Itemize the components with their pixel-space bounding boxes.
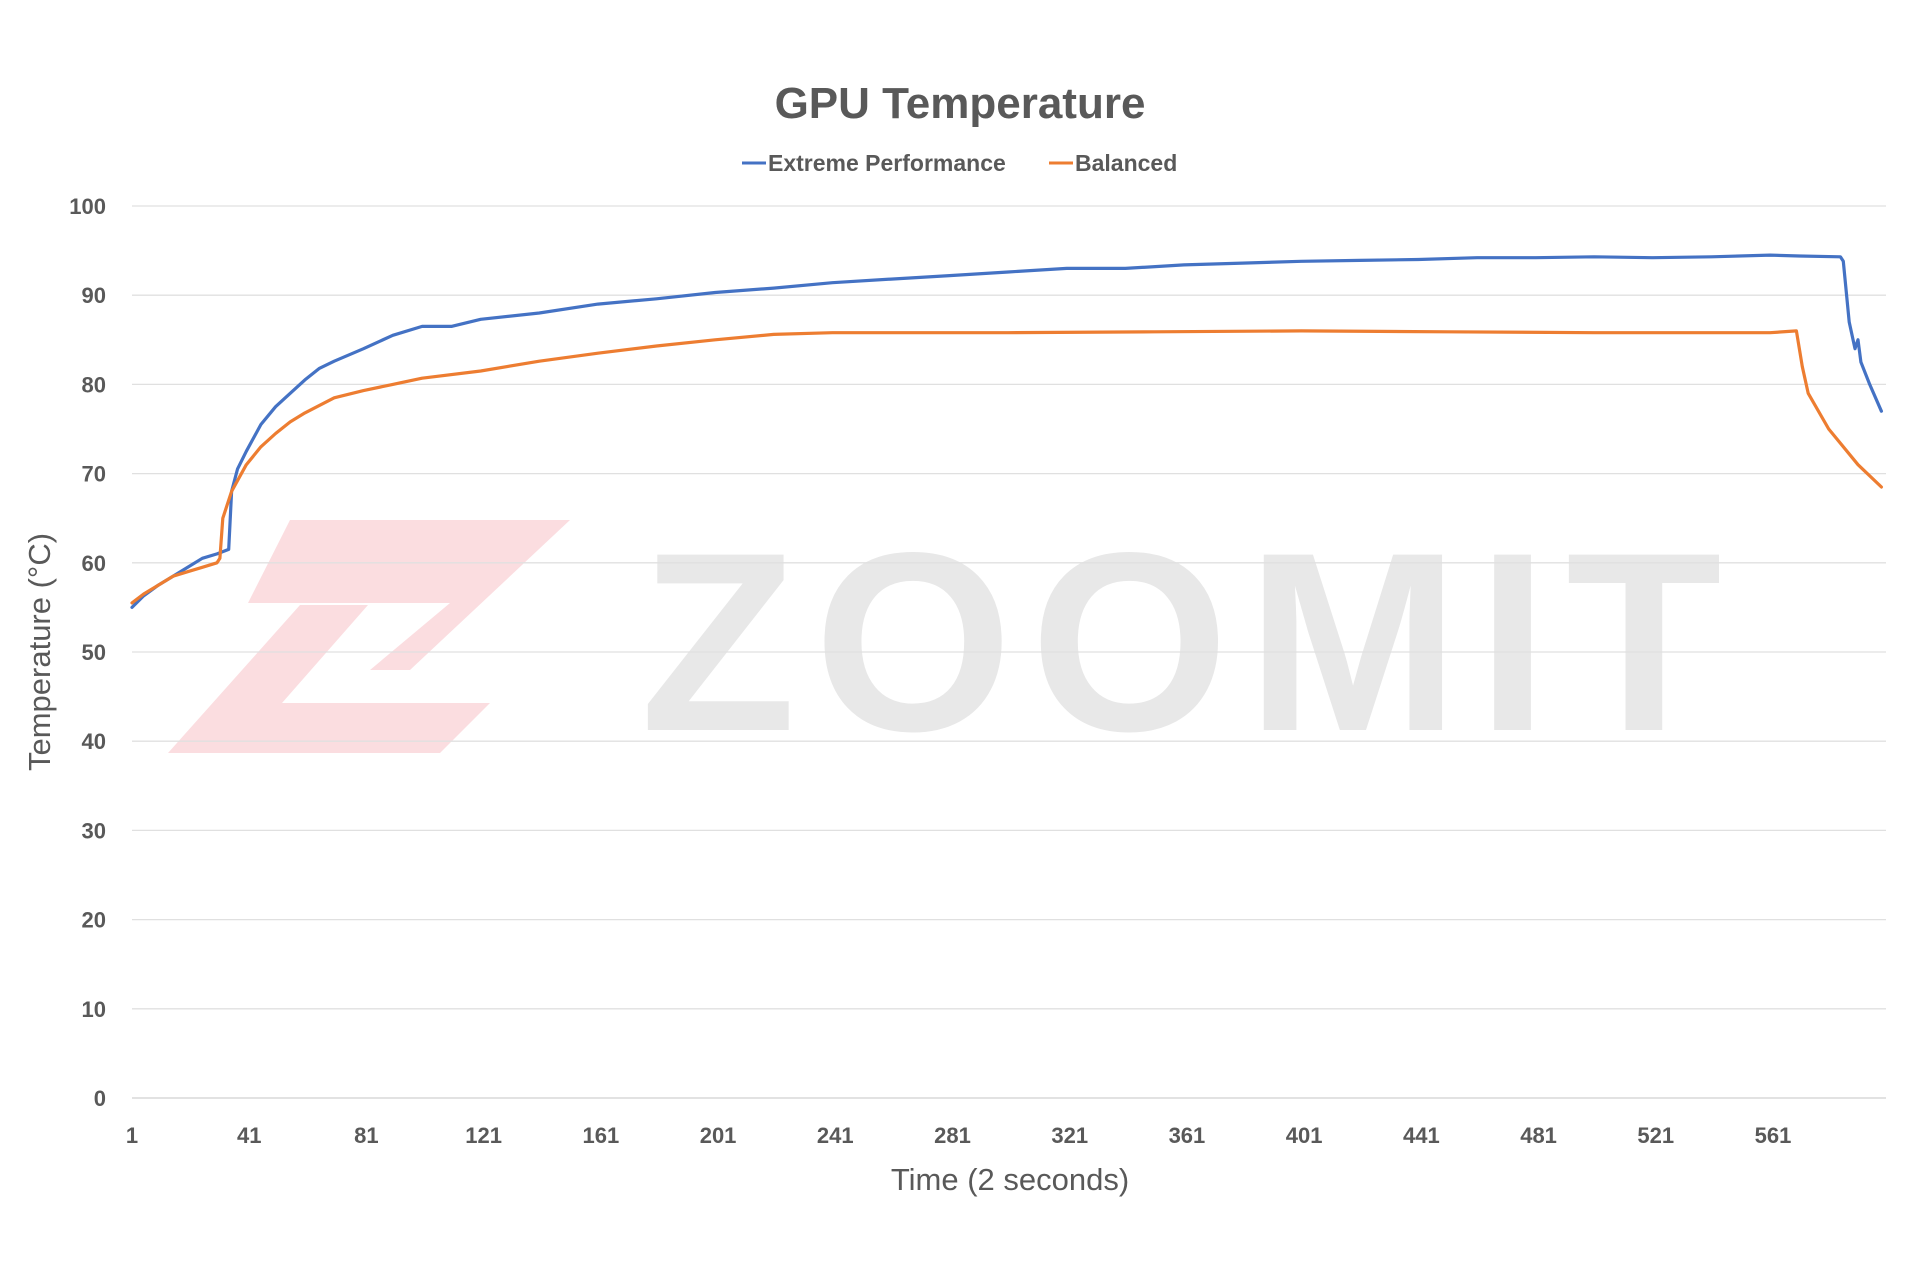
x-tick-label: 441 [1403,1123,1440,1148]
x-axis-ticks: 1 41 81 121 161 201 241 281 321 361 401 441 481 521 56… [126,1123,1791,1148]
legend: Extreme Performance Balanced [742,150,1177,176]
y-tick-label: 70 [82,462,106,487]
series-line-balanced [130,329,1883,605]
y-axis-title: Temperature (°C) [22,533,57,771]
gridlines [132,205,1886,1099]
y-tick-label: 20 [82,908,106,933]
y-tick-label: 100 [69,194,106,219]
legend-label-extreme-performance: Extreme Performance [768,150,1006,176]
x-tick-label: 241 [817,1123,854,1148]
x-axis-title: Time (2 seconds) [891,1162,1129,1197]
series-lines [130,253,1883,609]
y-axis-ticks: 0 10 20 30 40 50 60 70 80 90 100 [69,194,106,1111]
x-tick-label: 561 [1755,1123,1792,1148]
legend-label-balanced: Balanced [1075,150,1177,176]
x-tick-label: 161 [582,1123,619,1148]
x-tick-label: 321 [1051,1123,1088,1148]
x-tick-label: 41 [237,1123,261,1148]
zoomit-wordmark: ZOOMIT [640,500,1740,785]
y-tick-label: 80 [82,372,106,397]
x-tick-label: 201 [700,1123,737,1148]
x-tick-label: 81 [354,1123,378,1148]
x-tick-label: 1 [126,1123,138,1148]
x-tick-label: 481 [1520,1123,1557,1148]
y-tick-label: 30 [82,818,106,843]
y-tick-label: 90 [82,283,106,308]
y-tick-label: 50 [82,640,106,665]
y-tick-label: 0 [94,1086,106,1111]
x-tick-label: 281 [934,1123,971,1148]
y-tick-label: 40 [82,729,106,754]
x-tick-label: 521 [1637,1123,1674,1148]
y-tick-label: 60 [82,551,106,576]
zoomit-watermark: ZOOMIT [168,500,1740,785]
zoomit-z-logo [168,520,570,753]
y-tick-label: 10 [82,997,106,1022]
x-tick-label: 361 [1169,1123,1206,1148]
chart-title: GPU Temperature [775,79,1146,128]
x-tick-label: 401 [1286,1123,1323,1148]
series-line-extreme-performance [130,253,1883,609]
x-tick-label: 121 [465,1123,502,1148]
